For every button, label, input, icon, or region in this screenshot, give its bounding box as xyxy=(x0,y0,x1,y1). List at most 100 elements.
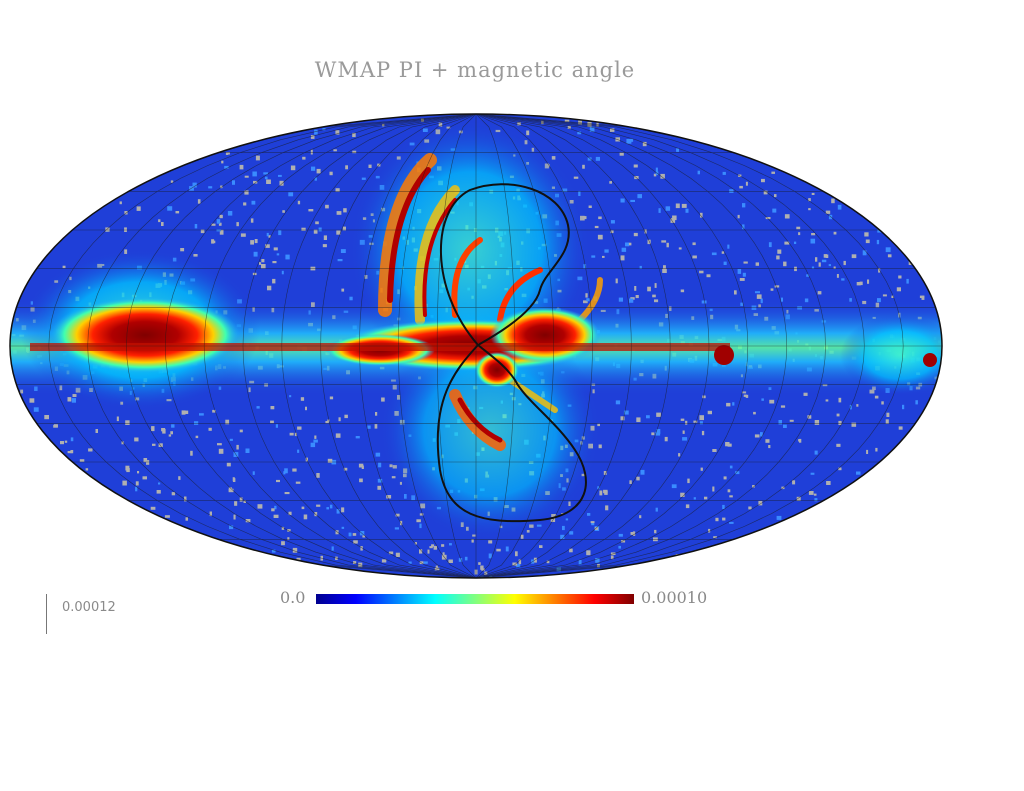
noise-speckle xyxy=(245,448,250,453)
noise-speckle xyxy=(586,550,591,556)
noise-speckle xyxy=(429,546,433,549)
noise-speckle xyxy=(225,152,229,155)
noise-speckle xyxy=(167,206,173,211)
noise-speckle xyxy=(603,471,607,475)
noise-speckle xyxy=(594,527,599,530)
noise-speckle xyxy=(442,552,445,555)
north-arc-1 xyxy=(378,153,437,317)
noise-speckle xyxy=(329,396,334,400)
noise-speckle xyxy=(651,432,655,436)
noise-speckle xyxy=(284,492,290,495)
noise-speckle xyxy=(851,254,857,259)
noise-speckle xyxy=(783,424,787,428)
noise-speckle xyxy=(878,268,881,273)
noise-speckle xyxy=(768,242,772,248)
noise-speckle xyxy=(697,170,700,175)
noise-speckle xyxy=(722,504,725,509)
noise-speckle xyxy=(676,148,679,152)
noise-speckle xyxy=(281,526,285,530)
noise-speckle xyxy=(185,517,188,521)
noise-speckle xyxy=(310,135,315,139)
noise-speckle xyxy=(284,468,288,474)
noise-speckle xyxy=(602,255,605,258)
noise-speckle xyxy=(295,481,301,484)
noise-speckle xyxy=(337,259,343,262)
noise-speckle xyxy=(610,128,615,132)
noise-speckle xyxy=(310,149,313,155)
noise-speckle xyxy=(278,230,282,236)
noise-speckle xyxy=(630,138,634,142)
noise-speckle xyxy=(619,152,624,156)
noise-speckle xyxy=(408,561,412,564)
noise-speckle xyxy=(706,274,711,278)
south-lobe-glow xyxy=(380,320,600,540)
noise-speckle xyxy=(296,557,301,560)
noise-speckle xyxy=(882,294,887,297)
noise-speckle xyxy=(701,430,705,436)
noise-speckle xyxy=(62,265,66,269)
noise-speckle xyxy=(190,450,193,456)
noise-speckle xyxy=(732,402,735,406)
noise-speckle xyxy=(318,227,322,232)
noise-speckle xyxy=(700,467,703,471)
noise-speckle xyxy=(95,429,98,433)
noise-speckle xyxy=(620,255,625,261)
noise-speckle xyxy=(180,248,185,252)
noise-speckle xyxy=(243,202,247,206)
noise-speckle xyxy=(158,219,161,223)
noise-speckle xyxy=(539,545,543,548)
noise-speckle xyxy=(589,126,595,132)
north-arc-2 xyxy=(414,185,460,325)
noise-speckle xyxy=(239,429,243,433)
noise-speckle xyxy=(586,298,590,302)
noise-speckle xyxy=(85,468,89,471)
noise-speckle xyxy=(755,291,760,294)
noise-speckle xyxy=(610,555,614,560)
noise-speckle xyxy=(271,549,276,553)
noise-speckle xyxy=(825,254,829,258)
noise-speckle xyxy=(156,490,161,494)
noise-speckle xyxy=(902,404,905,410)
noise-speckle xyxy=(810,472,815,475)
noise-speckle xyxy=(143,458,148,463)
noise-speckle xyxy=(811,192,815,195)
noise-speckle xyxy=(216,219,221,224)
noise-speckle xyxy=(778,420,782,425)
noise-speckle xyxy=(395,552,400,557)
noise-speckle xyxy=(670,218,676,223)
noise-speckle xyxy=(265,244,270,248)
noise-speckle xyxy=(53,424,58,427)
noise-speckle xyxy=(792,480,796,485)
noise-speckle xyxy=(302,156,306,160)
noise-speckle xyxy=(361,177,366,180)
noise-speckle xyxy=(734,290,737,295)
noise-speckle xyxy=(377,478,383,483)
north-arc-4 xyxy=(497,267,543,323)
noise-speckle xyxy=(772,208,777,213)
noise-speckle xyxy=(811,266,815,269)
noise-speckle xyxy=(297,200,301,205)
noise-speckle xyxy=(276,253,280,256)
noise-speckle xyxy=(838,397,842,403)
noise-speckle xyxy=(915,400,918,405)
noise-speckle xyxy=(729,495,733,498)
noise-speckle xyxy=(150,506,156,510)
noise-speckle xyxy=(377,485,382,490)
noise-speckle xyxy=(739,278,745,281)
noise-speckle xyxy=(806,274,810,277)
noise-speckle xyxy=(637,194,642,199)
noise-speckle xyxy=(170,180,174,183)
noise-speckle xyxy=(288,192,294,197)
noise-speckle xyxy=(171,492,176,496)
noise-speckle xyxy=(569,531,574,535)
noise-speckle xyxy=(682,430,685,434)
noise-speckle xyxy=(798,439,801,442)
noise-speckle xyxy=(817,291,822,295)
noise-speckle xyxy=(316,504,321,507)
noise-speckle xyxy=(887,254,892,258)
noise-speckle xyxy=(662,268,667,273)
noise-speckle xyxy=(394,527,399,530)
noise-speckle xyxy=(170,431,173,435)
noise-speckle xyxy=(253,251,258,257)
noise-speckle xyxy=(244,190,249,195)
